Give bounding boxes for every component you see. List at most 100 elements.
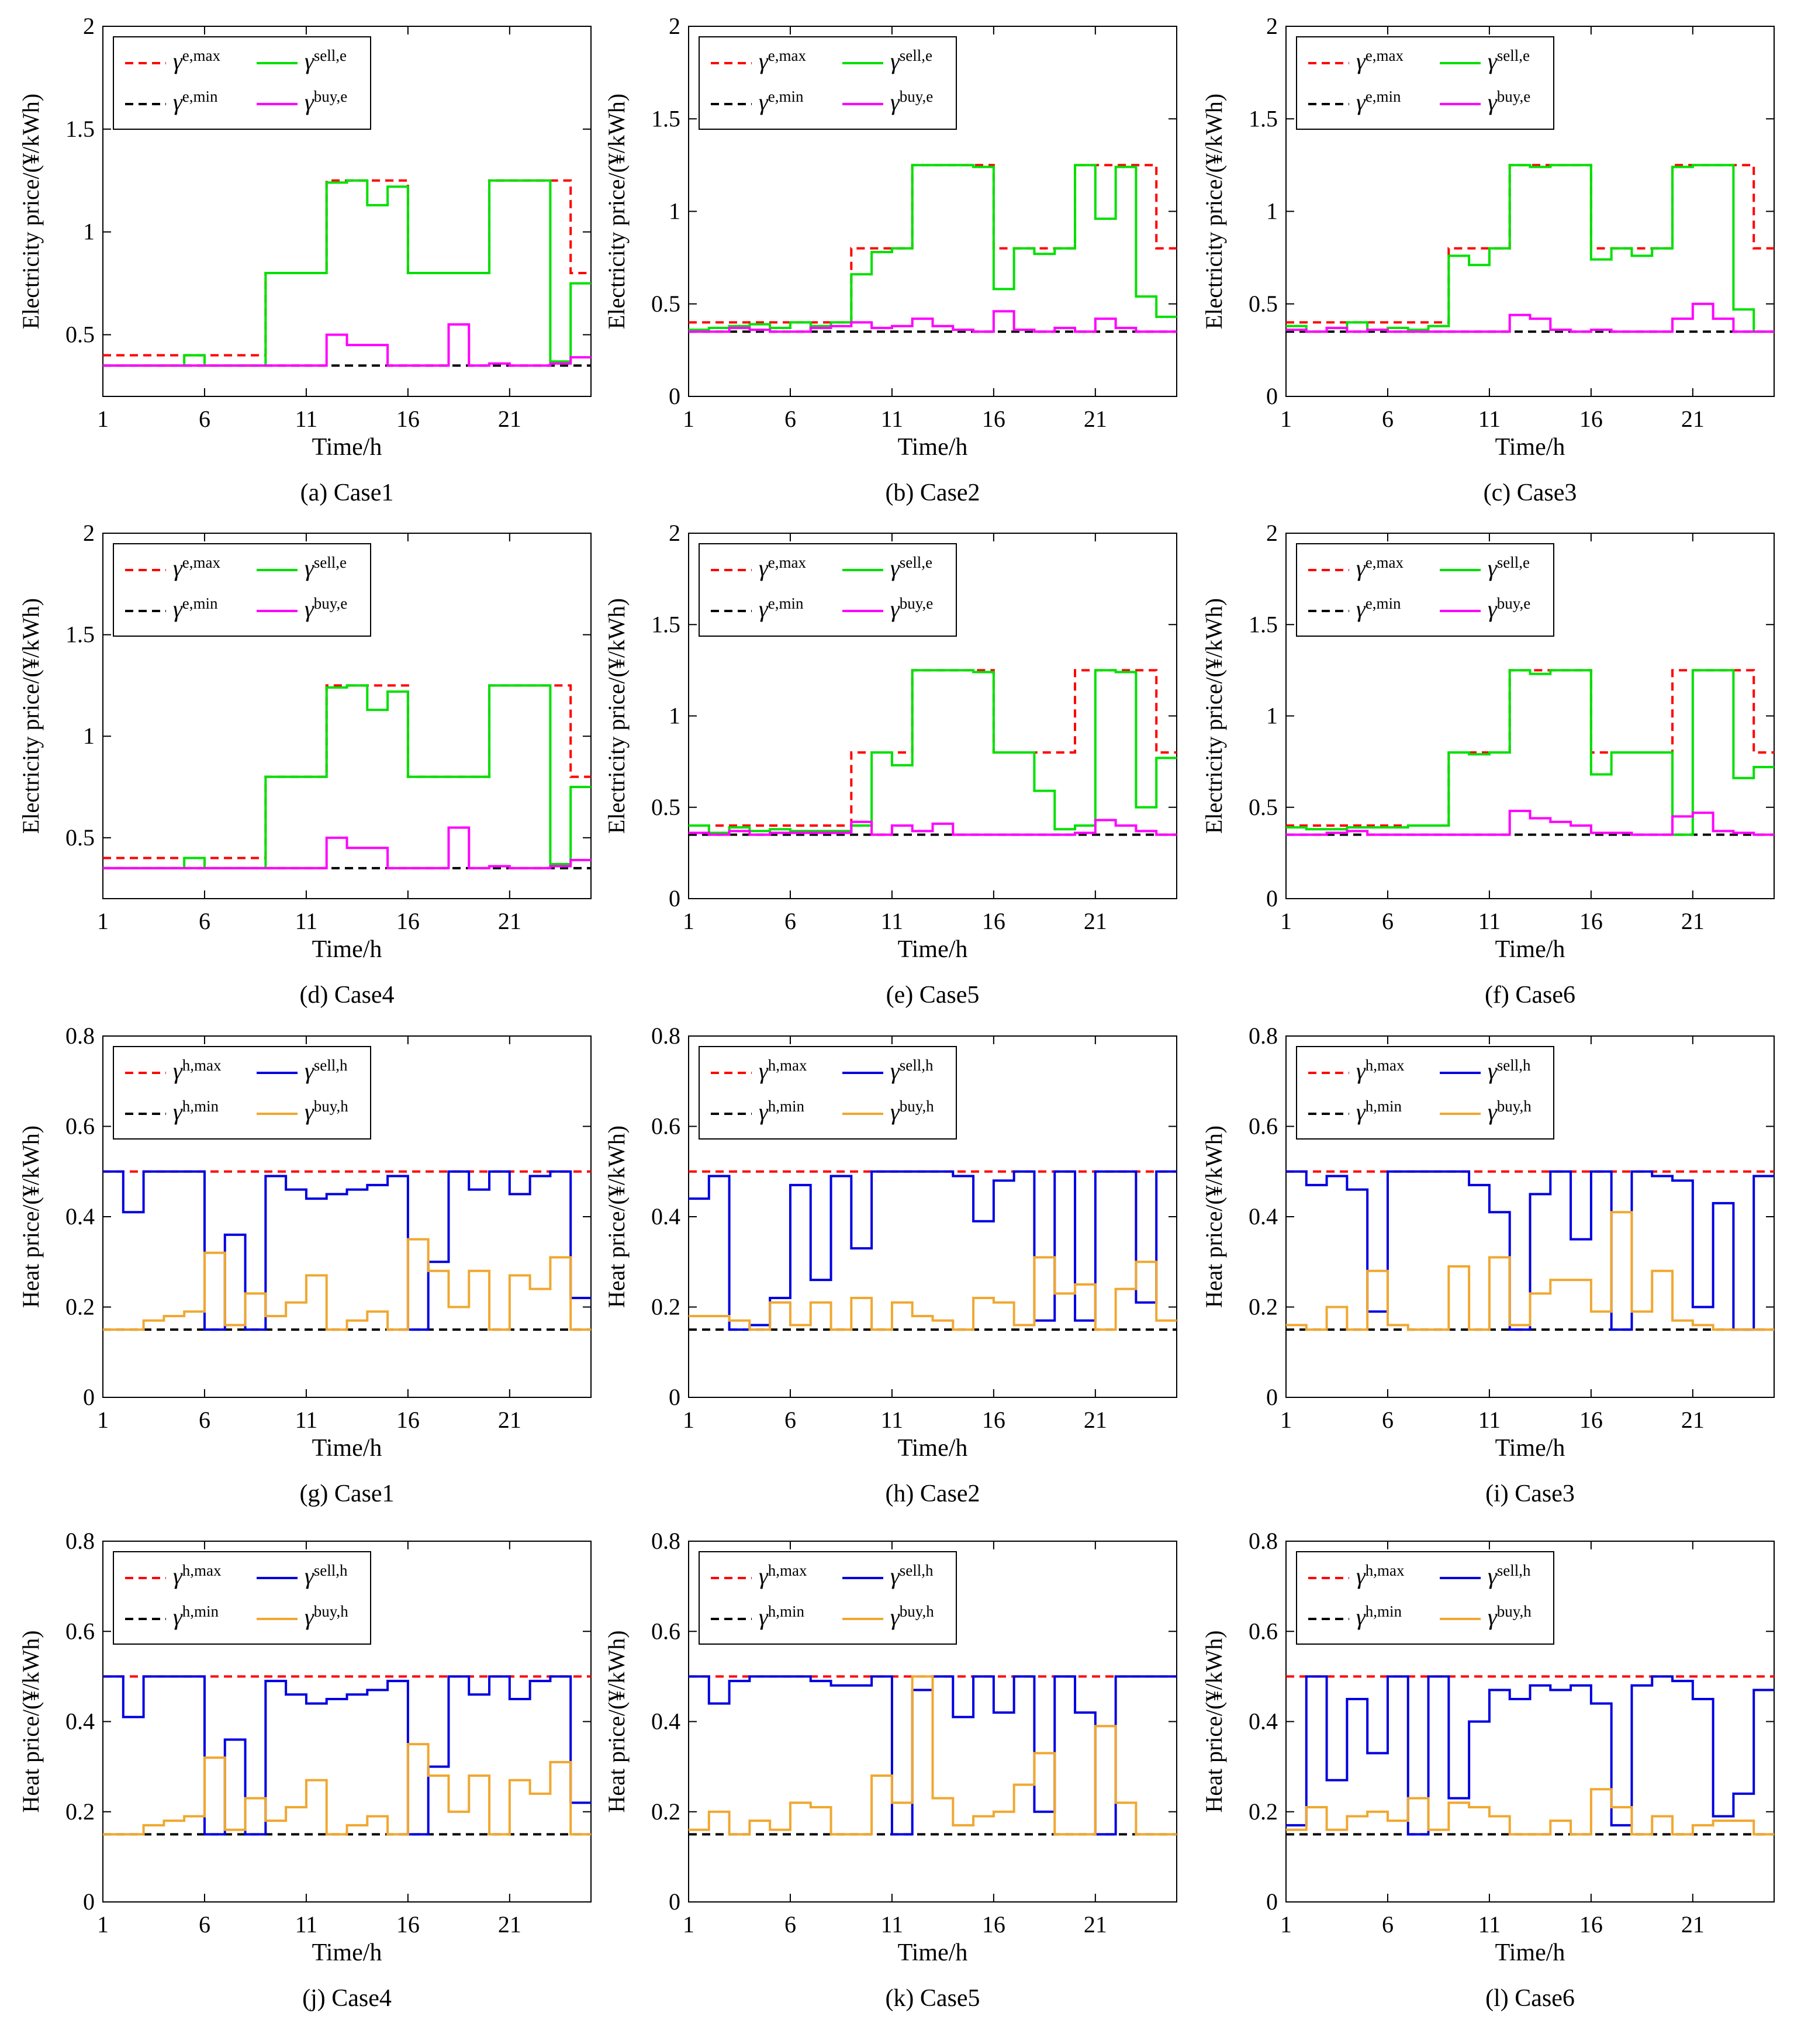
y-tick-label: 0.4 <box>651 1203 680 1230</box>
x-tick-label: 1 <box>683 406 694 432</box>
y-axis-label: Heat price/(¥/kWh) <box>18 1630 44 1812</box>
y-axis-label: Heat price/(¥/kWh) <box>603 1125 630 1308</box>
legend-label-0: γe,max <box>1356 47 1404 74</box>
series-line-3 <box>1286 302 1774 333</box>
y-axis-label: Electricity price/(¥/kWh) <box>603 94 630 329</box>
series-line-2 <box>689 1170 1177 1331</box>
legend-label-2: γsell,e <box>1488 554 1530 581</box>
series-line-3 <box>103 323 591 367</box>
x-axis-label: Time/h <box>1495 936 1565 963</box>
y-tick-label: 0.2 <box>65 1294 95 1320</box>
y-tick-label: 2 <box>83 520 95 546</box>
x-axis-label: Time/h <box>898 1939 968 1966</box>
legend-label-0: γh,max <box>173 1562 222 1589</box>
x-tick-label: 21 <box>1681 406 1705 432</box>
x-tick-label: 1 <box>97 1407 109 1433</box>
x-tick-label: 16 <box>1579 1911 1603 1938</box>
plot-frame <box>102 26 592 397</box>
x-tick-label: 6 <box>1382 908 1394 934</box>
legend-box <box>113 36 371 130</box>
x-tick-label: 1 <box>97 1911 109 1938</box>
x-tick-label: 21 <box>1681 908 1705 934</box>
legend-box <box>113 1551 371 1645</box>
y-tick-label: 1.5 <box>65 116 95 142</box>
y-tick-label: 1 <box>669 198 680 225</box>
legend-box <box>113 1046 371 1140</box>
x-tick-label: 16 <box>982 1407 1005 1433</box>
y-tick-label: 1.5 <box>651 105 680 132</box>
y-tick-label: 1 <box>1266 703 1278 729</box>
y-tick-label: 0 <box>1266 383 1278 409</box>
y-tick-label: 0 <box>669 1888 680 1915</box>
y-tick-label: 0 <box>1266 1384 1278 1410</box>
legend-label-2: γsell,h <box>1488 1562 1531 1589</box>
y-tick-label: 0.4 <box>65 1708 95 1735</box>
legend-box <box>699 1046 957 1140</box>
y-tick-label: 0.5 <box>65 322 95 348</box>
y-tick-label: 1 <box>1266 198 1278 225</box>
y-tick-label: 0.6 <box>651 1618 680 1644</box>
series-line-3 <box>103 1238 591 1331</box>
x-tick-label: 16 <box>982 1911 1005 1938</box>
x-axis-label: Time/h <box>1495 434 1565 461</box>
x-tick-label: 16 <box>982 406 1005 432</box>
x-tick-label: 11 <box>295 908 318 934</box>
panel-caption: (c) Case3 <box>1484 479 1577 506</box>
legend-label-1: γh,min <box>173 1603 219 1630</box>
x-tick-label: 16 <box>1579 1407 1603 1433</box>
legend-box <box>699 1551 957 1645</box>
y-tick-label: 0.8 <box>651 1023 680 1049</box>
x-tick-label: 16 <box>396 1911 420 1938</box>
y-axis-label: Electricity price/(¥/kWh) <box>1201 598 1227 834</box>
series-line-0 <box>1286 164 1774 324</box>
x-tick-label: 1 <box>683 1407 694 1433</box>
x-tick-label: 6 <box>784 406 796 432</box>
y-tick-label: 0.8 <box>651 1528 680 1554</box>
y-axis-label: Electricity price/(¥/kWh) <box>603 598 630 834</box>
y-tick-label: 0.2 <box>1249 1798 1278 1825</box>
x-tick-label: 16 <box>1579 406 1603 432</box>
y-tick-label: 0.6 <box>65 1618 95 1644</box>
panel-caption: (b) Case2 <box>885 479 980 506</box>
legend-label-2: γsell,e <box>1488 47 1530 74</box>
series-line-0 <box>689 164 1177 324</box>
y-tick-label: 0.8 <box>65 1528 95 1554</box>
legend-label-3: γbuy,e <box>305 595 347 622</box>
panel-caption: (j) Case4 <box>302 1985 392 2012</box>
y-tick-label: 0.5 <box>65 824 95 851</box>
series-line-2 <box>103 1675 591 1836</box>
series-line-3 <box>103 826 591 869</box>
legend-label-2: γsell,e <box>305 47 347 74</box>
x-axis-label: Time/h <box>312 1435 382 1462</box>
legend-label-3: γbuy,h <box>1488 1603 1532 1630</box>
y-tick-label: 0.5 <box>1249 794 1278 820</box>
legend-box <box>1296 36 1554 130</box>
y-tick-label: 1 <box>83 723 95 749</box>
x-tick-label: 21 <box>498 406 521 432</box>
x-tick-label: 21 <box>1084 1911 1107 1938</box>
legend-label-2: γsell,h <box>890 1056 934 1084</box>
x-tick-label: 21 <box>1084 1407 1107 1433</box>
legend-label-1: γe,min <box>173 595 218 622</box>
panel-caption: (i) Case3 <box>1485 1480 1575 1507</box>
x-tick-label: 21 <box>1681 1911 1705 1938</box>
y-tick-label: 0.6 <box>1249 1113 1278 1140</box>
x-axis-label: Time/h <box>898 936 968 963</box>
y-tick-label: 2 <box>669 520 680 546</box>
x-tick-label: 1 <box>683 1911 694 1938</box>
y-tick-label: 0 <box>669 1384 680 1410</box>
legend-label-3: γbuy,h <box>305 1603 348 1630</box>
y-tick-label: 1.5 <box>651 611 680 637</box>
x-tick-label: 6 <box>784 908 796 934</box>
y-tick-label: 0.4 <box>1249 1203 1278 1230</box>
x-tick-label: 16 <box>1579 908 1603 934</box>
legend-label-0: γh,max <box>173 1056 222 1084</box>
legend-label-2: γsell,h <box>305 1562 348 1589</box>
series-line-2 <box>689 669 1177 834</box>
legend-label-1: γe,min <box>1356 595 1401 622</box>
y-axis-label: Electricity price/(¥/kWh) <box>18 598 44 834</box>
x-tick-label: 6 <box>784 1407 796 1433</box>
x-tick-label: 16 <box>396 908 420 934</box>
